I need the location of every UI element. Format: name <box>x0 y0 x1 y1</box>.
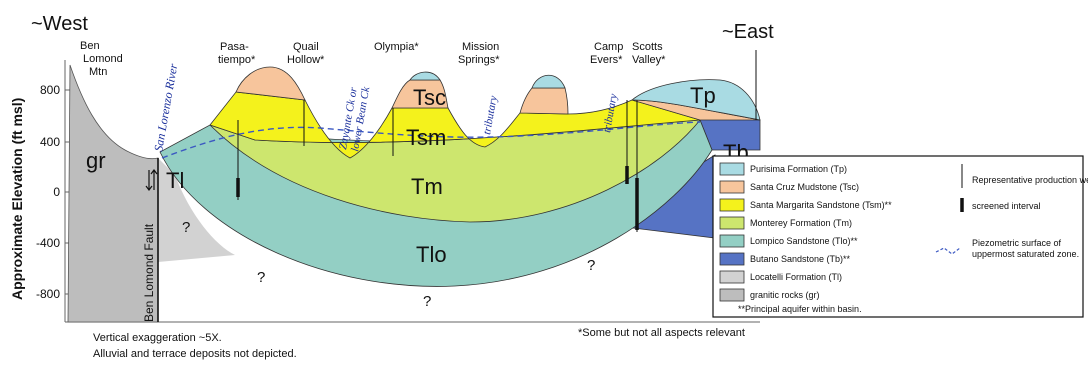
unknown-mark-4: ? <box>587 257 595 274</box>
svg-text:Mtn: Mtn <box>89 66 107 78</box>
svg-text:Pasa-: Pasa- <box>220 41 249 53</box>
svg-text:Lompico Sandstone (Tlo)**: Lompico Sandstone (Tlo)** <box>750 236 858 246</box>
svg-text:Representative production well: Representative production well <box>972 175 1088 185</box>
piezometric-surface-line <box>161 121 701 159</box>
unit-label-tsm: Tsm <box>406 125 446 150</box>
unit-santa-cruz-peak-1 <box>235 66 306 101</box>
river-tributary-1-label: tributary <box>481 95 500 136</box>
fault-label: Ben Lomond Fault <box>142 223 156 322</box>
legend-footnote: **Principal aquifer within basin. <box>738 304 862 314</box>
y-tick-minus-400: -400 <box>36 236 60 250</box>
svg-text:Lomond: Lomond <box>83 53 123 65</box>
svg-text:Locatelli Formation (Tl): Locatelli Formation (Tl) <box>750 272 842 282</box>
unit-purisima-cap-2 <box>531 74 566 89</box>
unknown-mark-3: ? <box>423 293 431 310</box>
unit-label-gr: gr <box>86 148 106 173</box>
place-scotts-valley: Scotts Valley* <box>632 41 666 66</box>
unit-label-tl: Tl <box>166 168 184 193</box>
svg-text:Evers*: Evers* <box>590 54 623 66</box>
svg-text:Hollow*: Hollow* <box>287 54 325 66</box>
unit-granitic-area <box>67 64 159 323</box>
legend-well: Representative production well <box>961 164 1088 188</box>
unit-label-tlo: Tlo <box>416 242 447 267</box>
svg-text:Santa Cruz Mudstone (Tsc): Santa Cruz Mudstone (Tsc) <box>750 182 859 192</box>
unit-label-tsc: Tsc <box>413 85 446 110</box>
y-tick-minus-800: -800 <box>36 287 60 301</box>
legend-item-monterey: Monterey Formation (Tm) <box>719 216 852 230</box>
svg-text:Mission: Mission <box>462 41 499 53</box>
svg-text:granitic rocks (gr): granitic rocks (gr) <box>750 290 820 300</box>
legend-item-lompico: Lompico Sandstone (Tlo)** <box>719 234 858 248</box>
svg-text:Santa Margarita Sandstone (Tsm: Santa Margarita Sandstone (Tsm)** <box>750 200 892 210</box>
y-tick-0: 0 <box>53 185 60 199</box>
y-axis-label: Approximate Elevation (ft msl) <box>9 98 25 300</box>
legend-item-granitic: granitic rocks (gr) <box>719 288 820 302</box>
y-tick-400: 400 <box>40 135 60 149</box>
svg-text:Springs*: Springs* <box>458 54 500 66</box>
fault-arrows-icon <box>145 169 158 191</box>
unit-locatelli-area <box>158 158 235 262</box>
svg-text:screened interval: screened interval <box>972 201 1041 211</box>
svg-text:Monterey Formation (Tm): Monterey Formation (Tm) <box>750 218 852 228</box>
place-mission-springs: Mission Springs* <box>458 41 500 66</box>
unit-purisima-east <box>630 79 761 121</box>
legend-item-santa-margarita: Santa Margarita Sandstone (Tsm)** <box>719 198 892 212</box>
legend-item-locatelli: Locatelli Formation (Tl) <box>719 270 842 284</box>
legend-piezometric: Piezometric surface of uppermost saturat… <box>935 238 1079 259</box>
place-camp-evers: Camp Evers* <box>590 41 623 66</box>
unit-label-tp: Tp <box>690 83 716 108</box>
unit-label-tm: Tm <box>411 174 443 199</box>
note-exaggeration: Vertical exaggeration ~5X. <box>93 332 222 344</box>
note-relevance: *Some but not all aspects relevant <box>578 327 745 339</box>
unit-santa-cruz-peak-3 <box>519 87 569 115</box>
svg-text:Butano Sandstone (Tb)**: Butano Sandstone (Tb)** <box>750 254 851 264</box>
svg-text:tiempo*: tiempo* <box>218 54 256 66</box>
legend: Purisima Formation (Tp) Santa Cruz Mudst… <box>712 155 1088 318</box>
legend-item-purisima: Purisima Formation (Tp) <box>719 162 847 176</box>
legend-box <box>712 155 1084 318</box>
svg-text:Ben: Ben <box>80 40 100 52</box>
place-olympia: Olympia* <box>374 41 419 53</box>
svg-text:Purisima Formation (Tp): Purisima Formation (Tp) <box>750 164 847 174</box>
legend-screened: screened interval <box>960 198 1041 212</box>
unknown-mark-1: ? <box>182 219 190 236</box>
svg-text:uppermost saturated zone.: uppermost saturated zone. <box>972 249 1079 259</box>
river-san-lorenzo-label: San Lorenzo River <box>151 62 180 152</box>
svg-text:Camp: Camp <box>594 41 623 53</box>
direction-east-label: ~East <box>722 21 774 43</box>
y-tick-800: 800 <box>40 83 60 97</box>
note-alluvial: Alluvial and terrace deposits not depict… <box>93 348 297 360</box>
svg-text:Piezometric surface of: Piezometric surface of <box>972 238 1062 248</box>
svg-text:Scotts: Scotts <box>632 41 663 53</box>
place-quail-hollow: Quail Hollow* <box>287 41 325 66</box>
place-pasatiempo: Pasa- tiempo* <box>218 41 256 66</box>
place-ben-lomond: Ben Lomond Mtn <box>80 40 123 78</box>
svg-text:Valley*: Valley* <box>632 54 666 66</box>
svg-text:Quail: Quail <box>293 41 319 53</box>
legend-item-santa-cruz: Santa Cruz Mudstone (Tsc) <box>719 180 859 194</box>
direction-west-label: ~West <box>31 13 88 35</box>
unit-purisima-cap-1 <box>409 71 441 81</box>
legend-item-butano: Butano Sandstone (Tb)** <box>719 252 851 266</box>
unknown-mark-2: ? <box>257 269 265 286</box>
